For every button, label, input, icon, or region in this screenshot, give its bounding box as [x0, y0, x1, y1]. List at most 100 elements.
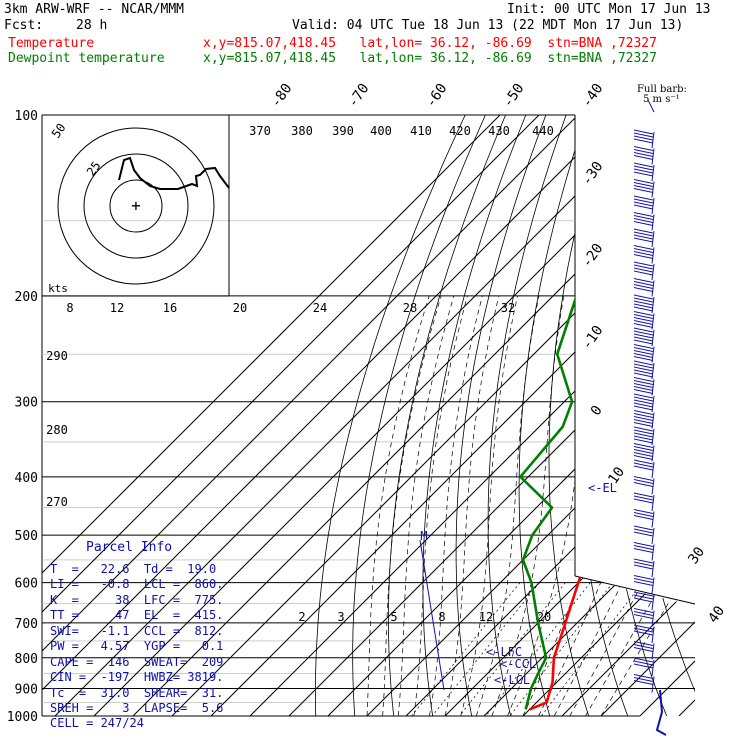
hodo-speed-label: 28 — [403, 301, 417, 315]
frame-diagonal — [574, 575, 696, 605]
isotherm — [42, 115, 618, 716]
mixing-ratio-label: 20 — [537, 610, 551, 624]
hodo-speed-label: 8 — [66, 301, 73, 315]
isotherm — [405, 115, 695, 716]
isotherm — [327, 115, 695, 716]
moist-adiabat — [553, 295, 695, 716]
wind-barb-feather — [633, 429, 654, 435]
parcel-info-row: LI = -0.8 LCL = 860. — [50, 577, 224, 591]
wind-barb-feather — [633, 228, 654, 234]
temperature-location: x,y=815.07,418.45 lat,lon= 36.12, -86.69… — [203, 36, 657, 51]
wind-barb-feather — [633, 135, 654, 141]
wind-barb-feather — [633, 389, 654, 394]
wind-barb-feather — [633, 528, 654, 534]
wind-barb-feather — [633, 231, 654, 237]
wind-barb-feather — [633, 360, 654, 366]
wind-barbs — [633, 99, 667, 736]
wind-barb-feather — [633, 591, 654, 597]
wind-barb-feather — [633, 366, 654, 372]
isotherm — [366, 115, 695, 716]
wind-barb-feather — [633, 435, 654, 441]
level-marker: <-LFC — [486, 645, 522, 659]
dewpoint-location: x,y=815.07,418.45 lat,lon= 36.12, -86.69… — [203, 51, 657, 66]
level-marker: M — [420, 529, 427, 543]
isotherm-label: 40 — [705, 603, 728, 626]
wind-barb-feather — [633, 644, 654, 649]
isotherm — [42, 115, 501, 716]
wind-barb-feather — [633, 300, 654, 306]
wind-barb-feather — [633, 182, 654, 187]
wind-barb-feather — [633, 294, 654, 300]
wind-barb-feather — [633, 492, 654, 498]
pressure-label: 200 — [15, 290, 38, 305]
wind-barb-feather — [633, 218, 654, 223]
parcel-info-title: Parcel Info — [86, 540, 173, 555]
wind-barb-feather — [633, 396, 654, 402]
wind-barb-feather — [633, 575, 654, 580]
wind-barb-feather — [633, 152, 654, 157]
wind-barb-feather — [633, 330, 654, 336]
isotherm — [42, 115, 540, 716]
wind-barb-feather — [633, 446, 654, 451]
wind-barb-feather — [633, 419, 654, 424]
wind-barb-feather — [633, 171, 654, 177]
isotherm-label: -80 — [268, 81, 296, 111]
wind-barb-feather — [633, 278, 654, 283]
isotherm — [561, 115, 695, 716]
wind-barb-feather — [633, 416, 654, 421]
isotherm — [639, 115, 695, 716]
wind-barb-feather — [633, 356, 654, 361]
wind-barb-feather — [633, 323, 654, 328]
wind-barb-feather — [633, 624, 654, 630]
wind-barb-feather — [633, 248, 654, 253]
moist-adiabat — [522, 295, 629, 716]
wind-barb-feather — [633, 162, 654, 168]
full-barb-legend: Full barb: 5 m s⁻¹ — [637, 85, 687, 105]
pressure-label: 700 — [15, 617, 38, 632]
mixing-ratio-line — [485, 582, 591, 716]
wind-barb-feather — [633, 657, 654, 663]
wind-barb-feather — [633, 350, 654, 355]
moist-adiabat — [413, 295, 468, 716]
parcel-path-line — [419, 539, 445, 691]
hodograph-ring-label: 25 — [84, 159, 104, 179]
parcel-info-row: T = 22.6 Td = 19.0 — [50, 562, 217, 576]
wind-barb-feather — [633, 531, 654, 537]
wind-barb-feather — [633, 443, 654, 448]
wind-barb-feather — [633, 627, 654, 633]
wind-barb-feather — [633, 267, 654, 273]
isotherm-label: 10 — [605, 464, 628, 487]
parcel-info-row: TT = 47 EL = 415. — [50, 608, 224, 622]
pressure-label: 400 — [15, 471, 38, 486]
wind-barb-feather — [633, 311, 654, 316]
wind-barb-feather — [633, 237, 654, 243]
isotherm-label: 0 — [588, 403, 606, 419]
wind-barb-feather — [633, 548, 654, 553]
wind-barb-feather — [633, 201, 654, 207]
wind-barb-feather — [633, 630, 654, 636]
level-marker: <-CCL — [500, 657, 536, 671]
moist-adiabats — [366, 295, 695, 716]
wind-barb-feather — [633, 333, 654, 339]
wind-barb-feather — [633, 188, 654, 193]
wind-barb-feather — [633, 476, 654, 481]
parcel-info-row: PW = 4.57 YGP = 0.1 — [50, 639, 224, 653]
parcel-info-row: K = 38 LFC = 775. — [50, 593, 224, 607]
isotherm — [678, 115, 695, 716]
wind-barb-feather — [633, 545, 654, 550]
wind-barb-feather — [633, 449, 654, 454]
wind-barb-feather — [633, 614, 654, 619]
wind-barb-feather — [633, 611, 654, 616]
dry-adiabat — [352, 115, 486, 716]
moist-adiabat — [429, 295, 483, 716]
wind-barb-feather — [633, 270, 654, 276]
moist-adiabat — [382, 295, 442, 716]
wind-barb-feather — [633, 146, 654, 151]
wind-barb-feather — [633, 558, 654, 564]
wind-barb-feather — [633, 212, 654, 217]
parcel-info-row: Tc = 31.0 SHEAR= 31. — [50, 686, 224, 700]
wind-barb-feather — [633, 215, 654, 220]
wind-barb-feather — [633, 129, 654, 135]
parcel-info-row: CELL = 247/24 — [50, 716, 144, 730]
wind-barb-feather — [633, 314, 654, 319]
